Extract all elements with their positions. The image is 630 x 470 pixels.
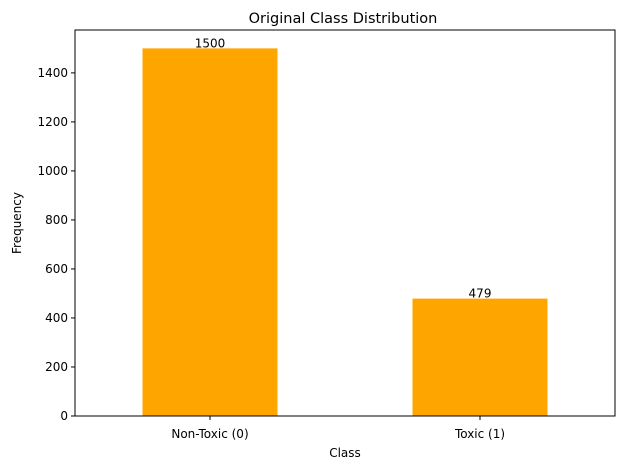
y-tick-label-0: 0 — [60, 409, 68, 423]
y-axis-ticks: 0 200 400 600 800 1000 1200 1400 — [37, 66, 75, 423]
y-tick-label-7: 1400 — [37, 66, 68, 80]
y-tick-label-4: 800 — [45, 213, 68, 227]
bar-1 — [412, 298, 548, 416]
x-axis-label: Class — [329, 446, 361, 460]
y-axis-label: Frequency — [10, 192, 24, 254]
bars-layer — [142, 48, 548, 416]
y-tick-label-6: 1200 — [37, 115, 68, 129]
bar-0 — [142, 48, 278, 416]
plot-frame — [74, 29, 616, 417]
x-axis-ticks: Non-Toxic (0) Toxic (1) — [171, 416, 505, 441]
data-label-1: 479 — [469, 287, 492, 301]
y-tick-label-5: 1000 — [37, 164, 68, 178]
y-tick-label-3: 600 — [45, 262, 68, 276]
x-tick-label-1: Toxic (1) — [454, 427, 505, 441]
y-tick-label-1: 200 — [45, 360, 68, 374]
chart-title: Original Class Distribution — [249, 11, 438, 27]
data-labels-layer: 1500 479 — [195, 36, 492, 300]
data-label-0: 1500 — [195, 36, 226, 50]
x-tick-label-0: Non-Toxic (0) — [171, 427, 248, 441]
y-tick-label-2: 400 — [45, 311, 68, 325]
